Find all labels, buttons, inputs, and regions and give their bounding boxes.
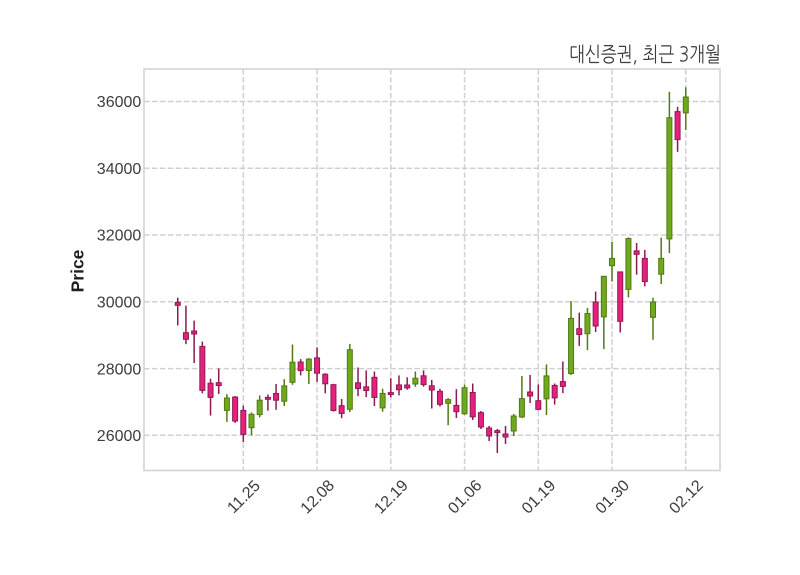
svg-text:32000: 32000	[97, 228, 142, 245]
svg-text:34000: 34000	[97, 161, 142, 178]
svg-text:30000: 30000	[97, 295, 142, 312]
svg-text:28000: 28000	[97, 361, 142, 378]
svg-text:26000: 26000	[97, 428, 142, 445]
svg-text:36000: 36000	[97, 94, 142, 111]
svg-text:Price: Price	[68, 249, 88, 292]
